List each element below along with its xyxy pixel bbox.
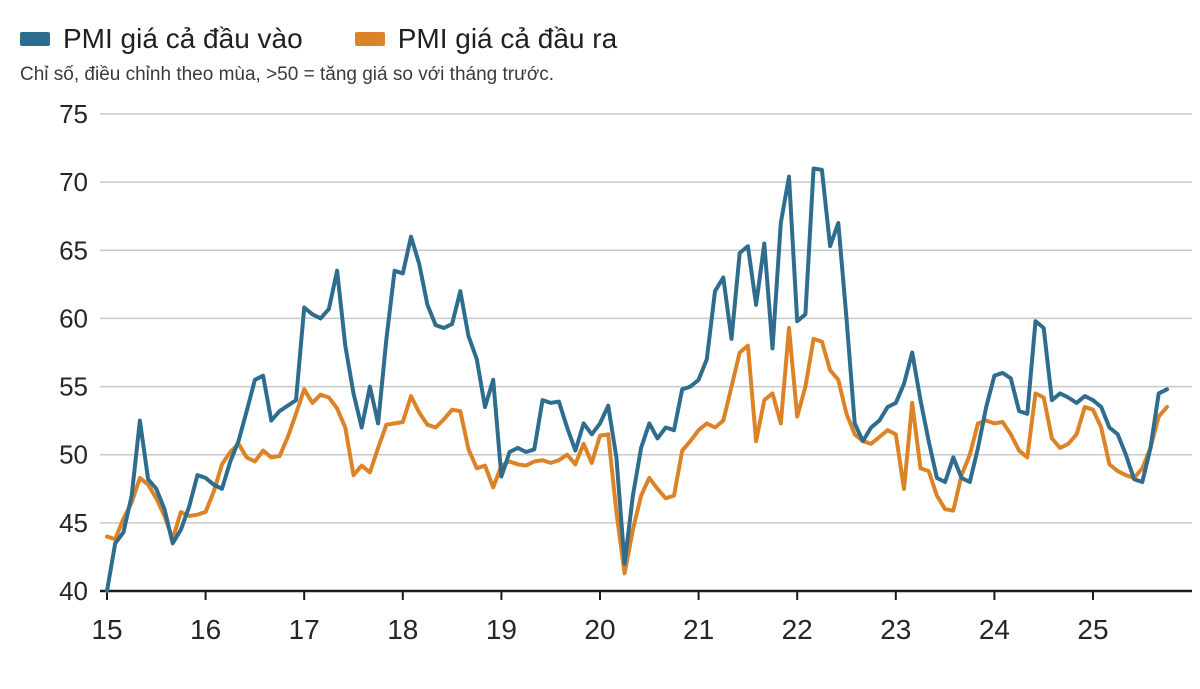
legend: PMI giá cả đầu vào PMI giá cả đầu ra	[0, 0, 1200, 60]
chart-subtitle: Chỉ số, điều chỉnh theo mùa, >50 = tăng …	[20, 64, 555, 85]
x-axis-label: 23	[880, 614, 911, 645]
pmi-line-chart: 40 45 50 55 60 65 70 75 15 16 17 18 19 20 21 22 23 24 25	[59, 99, 1192, 645]
legend-label-input: PMI giá cả đầu vào	[63, 23, 303, 54]
x-axis-label: 25	[1077, 614, 1108, 645]
y-axis-label: 75	[59, 99, 88, 129]
x-axis-label: 24	[979, 614, 1010, 645]
x-axis-label: 18	[387, 614, 418, 645]
legend-label-output: PMI giá cả đầu ra	[397, 23, 618, 54]
x-axis-label: 16	[190, 614, 221, 645]
series-line-input	[105, 166, 1169, 593]
y-axis-label: 70	[59, 167, 88, 197]
y-axis-label: 40	[59, 576, 88, 606]
y-axis-label: 45	[59, 508, 88, 538]
legend-swatch-output-icon	[354, 32, 385, 46]
legend-swatch-input-icon	[20, 32, 50, 46]
x-axis-label: 22	[782, 614, 813, 645]
series-line-output	[105, 326, 1169, 576]
x-axis-label: 21	[683, 614, 714, 645]
y-axis-label: 60	[59, 303, 88, 333]
legend-item-output: PMI giá cả đầu ra	[354, 23, 618, 54]
y-axis-label: 50	[59, 440, 88, 470]
x-axis-label: 15	[91, 614, 122, 645]
y-axis-label: 65	[59, 235, 88, 265]
x-axis-label: 20	[584, 614, 615, 645]
y-axis-label: 55	[59, 372, 88, 402]
x-axis-label: 19	[486, 614, 517, 645]
legend-item-input: PMI giá cả đầu vào	[20, 25, 303, 53]
x-axis-label: 17	[289, 614, 320, 645]
